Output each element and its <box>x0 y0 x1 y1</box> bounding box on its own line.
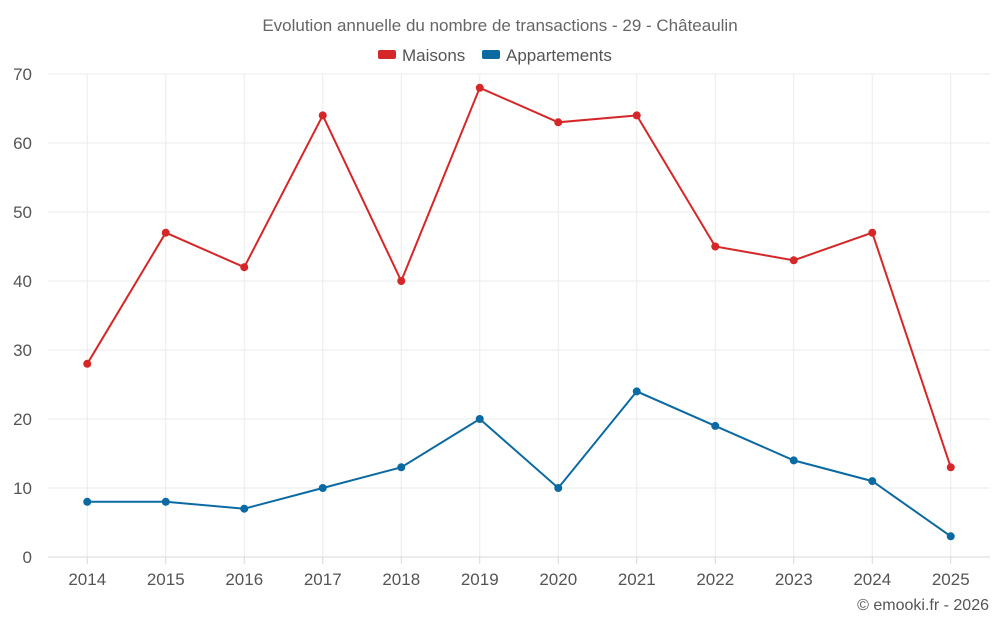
y-tick-label: 20 <box>13 410 32 429</box>
x-tick-label: 2017 <box>304 570 342 589</box>
credit-text: © emooki.fr - 2026 <box>857 597 989 614</box>
data-point-appartements-2016[interactable] <box>240 504 249 513</box>
data-point-maisons-2019[interactable] <box>475 83 484 92</box>
y-tick-label: 10 <box>13 479 32 498</box>
x-tick-label: 2021 <box>618 570 656 589</box>
chart-title: Evolution annuelle du nombre de transact… <box>262 16 737 35</box>
x-tick-label: 2014 <box>68 570 106 589</box>
series-line-maisons <box>86 86 952 468</box>
series-line-appartements <box>87 390 952 538</box>
legend-swatch-maisons <box>378 50 396 59</box>
data-point-maisons-2021[interactable] <box>632 111 641 120</box>
data-point-maisons-2023[interactable] <box>789 256 798 265</box>
data-point-maisons-2022[interactable] <box>711 242 720 251</box>
x-tick-label: 2020 <box>539 570 577 589</box>
y-tick-label: 30 <box>13 341 32 360</box>
data-point-appartements-2025[interactable] <box>946 532 955 541</box>
legend-label-appartements: Appartements <box>506 46 612 65</box>
y-tick-label: 0 <box>23 548 32 567</box>
legend-item-appartements[interactable]: Appartements <box>482 46 612 65</box>
data-point-appartements-2021[interactable] <box>632 387 641 396</box>
data-point-appartements-2019[interactable] <box>475 415 484 423</box>
data-point-appartements-2024[interactable] <box>868 477 877 486</box>
legend-item-maisons[interactable]: Maisons <box>378 46 465 65</box>
x-tick-label: 2022 <box>696 570 734 589</box>
x-tick-label: 2018 <box>382 570 420 589</box>
data-point-maisons-2017[interactable] <box>318 111 327 120</box>
series <box>83 83 955 541</box>
x-tick-label: 2016 <box>225 570 263 589</box>
data-point-maisons-2020[interactable] <box>554 118 563 127</box>
legend-swatch-appartements <box>482 50 500 59</box>
legend-label-maisons: Maisons <box>402 46 465 65</box>
data-point-appartements-2017[interactable] <box>318 484 327 492</box>
x-tick-label: 2024 <box>853 570 891 589</box>
data-point-maisons-2024[interactable] <box>868 228 877 237</box>
x-tick-label: 2025 <box>932 570 970 589</box>
x-tick-label: 2023 <box>775 570 813 589</box>
data-point-maisons-2014[interactable] <box>83 359 92 368</box>
data-point-appartements-2015[interactable] <box>161 497 170 506</box>
data-point-appartements-2022[interactable] <box>711 421 720 430</box>
x-tick-label: 2019 <box>461 570 499 589</box>
data-point-appartements-2018[interactable] <box>397 463 406 472</box>
data-point-maisons-2016[interactable] <box>240 263 249 272</box>
data-point-maisons-2015[interactable] <box>161 228 170 237</box>
y-tick-label: 70 <box>13 65 32 84</box>
data-point-appartements-2020[interactable] <box>554 484 563 492</box>
x-tick-label: 2015 <box>147 570 185 589</box>
axes: 0 10 20 30 40 50 60 70 2014 2015 2016 2017 2018 2019 2… <box>13 65 990 589</box>
data-point-maisons-2018[interactable] <box>397 277 406 285</box>
data-point-appartements-2023[interactable] <box>789 456 798 465</box>
data-point-maisons-2025[interactable] <box>946 463 955 472</box>
y-tick-label: 50 <box>13 203 32 222</box>
grid <box>48 73 990 557</box>
legend: Maisons Appartements <box>378 46 612 65</box>
y-tick-label: 60 <box>13 134 32 153</box>
y-tick-label: 40 <box>13 272 32 291</box>
data-point-appartements-2014[interactable] <box>83 497 92 506</box>
